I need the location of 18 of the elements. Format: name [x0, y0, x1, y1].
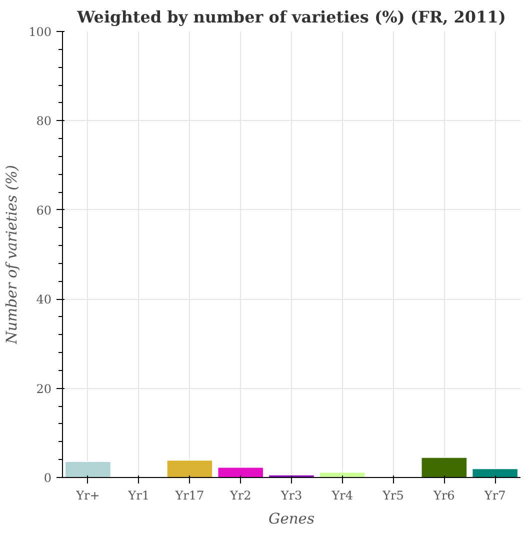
y-tick-label: 60 — [36, 203, 52, 218]
y-axis-title: Number of varieties (%) — [4, 164, 21, 345]
x-tick-label: Yr6 — [432, 488, 455, 502]
y-tick-label: 100 — [28, 25, 52, 39]
chart-title: Weighted by number of varieties (%) (FR, 2011) — [76, 8, 506, 26]
y-tick-label: 80 — [36, 114, 52, 128]
x-axis-title: Genes — [268, 510, 315, 528]
x-tick-label: Yr1 — [127, 488, 150, 502]
y-tick-label: 0 — [44, 471, 52, 485]
x-tick-label: Yr2 — [228, 488, 252, 502]
y-tick-label: 20 — [36, 382, 52, 396]
y-tick-label: 40 — [36, 292, 52, 307]
x-tick-label: Yr3 — [280, 488, 302, 502]
x-tick-label: Yr4 — [330, 488, 354, 502]
x-tick-label: Yr7 — [483, 488, 506, 502]
x-tick-label: Yr+ — [75, 488, 100, 502]
x-tick-label: Yr5 — [382, 488, 404, 502]
x-tick-label: Yr17 — [174, 488, 204, 502]
